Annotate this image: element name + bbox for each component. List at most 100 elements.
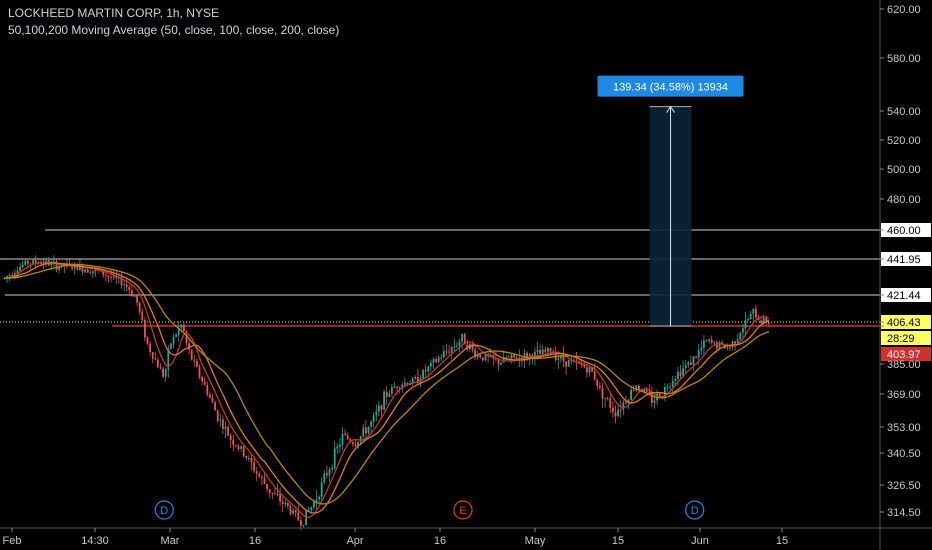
time-tick-label: Mar [161,535,180,547]
candle-body [380,405,383,410]
candle-body [534,352,536,360]
candle-body [515,357,518,360]
candle-body [617,409,619,417]
candle-body [281,501,284,504]
candle-body [102,270,105,275]
candle-body [307,510,310,512]
candle-body [159,367,162,369]
candle-body [565,361,567,367]
countdown-tag: 28:29 [887,333,915,345]
candle-body [177,327,180,335]
candle-body [357,441,359,447]
candle-body [372,415,375,422]
candle-body [110,276,112,278]
candle-body [437,357,440,362]
price-tick-label: 353.00 [887,422,921,434]
candle-body [354,444,357,447]
candle-body [19,267,21,271]
dividend-event-marker[interactable] [685,500,705,520]
candle-body [141,311,144,321]
candle-body [443,351,445,358]
candle-body [154,358,157,360]
candle-body [664,387,666,397]
moving-average-200[interactable] [4,263,770,505]
candle-body [734,341,736,344]
candle-body [128,286,131,291]
candle-body [463,334,466,345]
candle-body [562,356,565,362]
candle-body [227,427,229,436]
candle-body [739,332,742,340]
price-axis[interactable]: 620.00 580.00 540.00 520.00 500.00 480.00 460.… [879,0,931,550]
candle-body [279,493,281,502]
plot-area[interactable]: 139.34 (34.58%) 13934 D E D [0,75,880,531]
candle-body [682,368,684,377]
candle-body [92,270,94,274]
candle-body [185,331,188,344]
candle-body [224,427,227,429]
candle-body [253,462,255,472]
candle-body [112,275,115,278]
candle-body [149,343,151,353]
time-tick-label: 14:30 [81,535,109,547]
price-tick-label: 369.00 [887,389,921,401]
candle-body [81,265,84,272]
candle-body [679,371,682,377]
level-price-tag-background [881,223,931,237]
candle-body [591,367,593,372]
candle-body [632,389,635,391]
time-tick-label: Jun [691,535,709,547]
candle-body [619,409,622,411]
candle-body [466,344,469,350]
candle-body [669,386,671,388]
candle-body [721,342,723,344]
event-marker-label: D [160,505,168,517]
candle-body [263,477,266,484]
dividend-event-marker[interactable] [154,500,174,520]
candle-body [164,369,167,377]
candle-body [193,359,196,361]
level-price-tag: 421.44 [887,290,921,302]
candle-body [242,446,245,457]
moving-average-50[interactable] [4,261,770,518]
candle-body [430,362,432,367]
candle-body [79,265,81,271]
candle-body [331,468,333,470]
level-price-tag-background [881,252,931,266]
candle-body [271,492,274,494]
measure-arrow-head [666,105,675,113]
candle-body [138,302,141,312]
candle-body [643,389,645,392]
candle-body [146,337,149,344]
candle-body [274,493,276,495]
time-axis[interactable]: Feb 14:30 Mar 16 Apr 16 May 15 Jun 15 [0,527,932,547]
candle-body [94,269,97,271]
candle-body [237,445,240,450]
candle-body [440,357,443,359]
candle-body [339,444,341,447]
earnings-event-marker[interactable] [453,500,473,520]
candle-body [14,273,16,276]
moving-average-100[interactable] [4,262,770,514]
candle-body [157,359,159,368]
candle-body [211,397,214,403]
candle-body [684,365,687,369]
price-tick-label: 385.00 [887,359,921,371]
candle-body [588,367,591,373]
candle-body [276,493,279,495]
candle-body [736,339,739,344]
price-tick-label: 620.00 [887,4,921,16]
candle-body [284,502,287,504]
candle-body [575,360,578,362]
candle-body [328,469,331,476]
level-price-tag: 441.95 [887,254,921,266]
candle-body [456,345,458,347]
candle-body [214,402,216,411]
candle-body [344,433,346,436]
candle-body [6,276,8,278]
price-tick-label: 326.50 [887,480,921,492]
candle-body [292,510,294,514]
candle-body [229,435,232,440]
candle-body [29,263,32,265]
